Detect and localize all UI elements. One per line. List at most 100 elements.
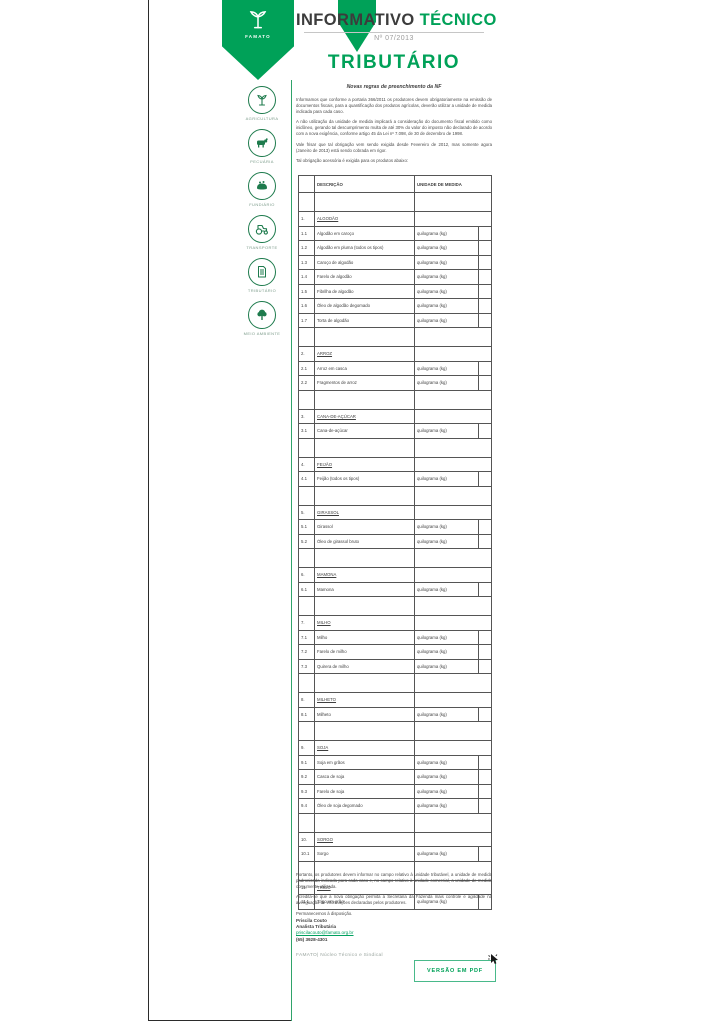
cell-extra [479,645,491,659]
cell-extra [479,631,491,645]
plant-icon [248,86,276,114]
cell-number: 7. [299,616,315,630]
cell-number: 11. [299,880,315,894]
pdf-version-button[interactable]: VERSÃO EM PDF [414,954,498,982]
cell-unit: quilograma (kg) [415,376,479,390]
section-name: GIRASSOL [317,509,339,515]
cell-description: Mamona [315,582,415,596]
cell-description [315,813,415,832]
cell-description: Trigo em grão [315,895,415,909]
paragraph: Acredita-se que a nova obrigação permita… [296,894,492,906]
cell-unit [415,347,491,361]
section-name: SOJA [317,745,329,751]
cell-number: 7.3 [299,659,315,673]
cell-number: 1.3 [299,255,315,269]
table-section-row: 10. SORGO [299,832,491,847]
cell-description: Farelo de algodão [315,270,415,284]
cell-number: 2. [299,347,315,361]
cell-unit [415,458,491,472]
cell-number: 7.2 [299,645,315,659]
cell-description [315,328,415,346]
cell-unit [415,410,491,424]
section-name: MILHO [317,620,331,626]
closing-paragraphs: Portanto, os produtores devem informar n… [296,872,492,922]
table-row: 1.1 Algodão em caroço quilograma (kg) [299,226,491,241]
cell-number: 10.1 [299,847,315,861]
table-row: 7.2 Farelo de milho quilograma (kg) [299,645,491,660]
cell-number: 8.1 [299,707,315,721]
cell-unit: quilograma (kg) [415,424,479,438]
cell-description: Arroz em casca [315,361,415,375]
cell-extra [479,660,491,674]
cell-number: 9.4 [299,799,315,813]
table-spacer-row [299,390,491,410]
table-spacer-row [299,722,491,741]
signature-email-link[interactable]: priscilacouto@famato.org.br [296,930,354,936]
cell-extra [479,314,491,328]
table-section-row: 2. ARROZ [299,347,491,362]
cell-description [315,193,415,211]
signature-phone: (65) 3928-4301 [296,936,328,942]
famato-plant-emblem-icon [245,7,271,33]
page-title: TRIBUTÁRIO [327,52,461,73]
table-row: 4.1 Feijão (todos os tipos) quilograma (kg… [299,472,491,487]
cell-description: Girassol [315,520,415,534]
masthead-title: INFORMATIVO TÉCNICO [296,11,496,30]
hand-soil-icon [248,172,276,200]
table-spacer-row [299,193,491,212]
document-icon [247,258,276,286]
sidebar-item-label: TRIBUTÁRIO [247,288,277,293]
sidebar-item-meio-ambiente[interactable]: MEIO AMBIENTE [244,301,281,336]
cell-number [299,486,315,505]
cell-description: ARROZ [315,347,415,361]
cell-number [299,549,315,567]
cell-description: TRIGO [315,880,415,894]
cell-unit: quilograma (kg) [415,534,479,548]
cell-extra [479,241,491,255]
cell-number: 2.1 [299,361,315,375]
cow-icon [248,129,276,157]
table-row: 2.2 Fragmentos de arroz quilograma (kg) [299,376,491,391]
cell-unit [415,487,491,505]
section-name: MAMONA [317,572,337,578]
cell-unit [415,328,491,346]
table-spacer-row [299,813,491,833]
cell-unit [415,212,491,226]
sidebar-item-transporte[interactable]: TRANSPORTE [246,215,277,250]
cell-extra [479,424,491,438]
table-section-row: 5. GIRASSOL [299,505,491,520]
cell-unit: quilograma (kg) [415,520,479,534]
section-name: MILHETO [317,697,337,703]
sidebar-item-agricultura[interactable]: AGRICULTURA [246,86,279,121]
cell-unit: quilograma (kg) [415,241,479,255]
sidebar-item-tributario[interactable]: TRIBUTÁRIO [248,258,276,293]
cell-number: 5. [299,505,315,519]
sidebar-item-fundiario[interactable]: FUNDIÁRIO [248,172,276,207]
cell-number [299,597,315,615]
cell-number: 4.1 [299,472,315,486]
logo-wordmark: FAMATO [245,34,271,39]
cell-number [299,813,315,832]
table-row: 11.1 Trigo em grão quilograma (kg) [299,895,491,910]
paragraph: Vale frisar que tal obrigação vem sendo … [296,141,492,153]
cell-description [315,438,415,457]
masthead-title-suffix: TÉCNICO [419,11,497,29]
cell-unit: quilograma (kg) [415,659,479,673]
cell-description: Farelo de milho [315,645,415,659]
table-row: 6.1 Mamona quilograma (kg) [299,582,491,597]
table-row: 5.2 Óleo de girassol bruto quilograma (kg) [299,534,491,549]
cell-number: 1.6 [299,299,315,313]
table-row: 1.7 Torta de algodão quilograma (kg) [299,313,491,328]
table-row: 9.2 Casca de soja quilograma (kg) [299,770,491,785]
cell-unit [415,616,491,630]
cell-number: 5.1 [299,520,315,534]
cell-unit [415,193,491,211]
cell-unit [415,693,491,707]
section-name: ARROZ [317,351,333,357]
cell-description: SOJA [315,741,415,755]
header-cell-description: DESCRIÇÃO [315,176,415,192]
cell-extra [479,520,491,534]
cell-number [299,390,315,409]
sidebar-item-pecuaria[interactable]: PECUÁRIA [248,129,276,164]
cell-number: 3. [299,409,315,423]
